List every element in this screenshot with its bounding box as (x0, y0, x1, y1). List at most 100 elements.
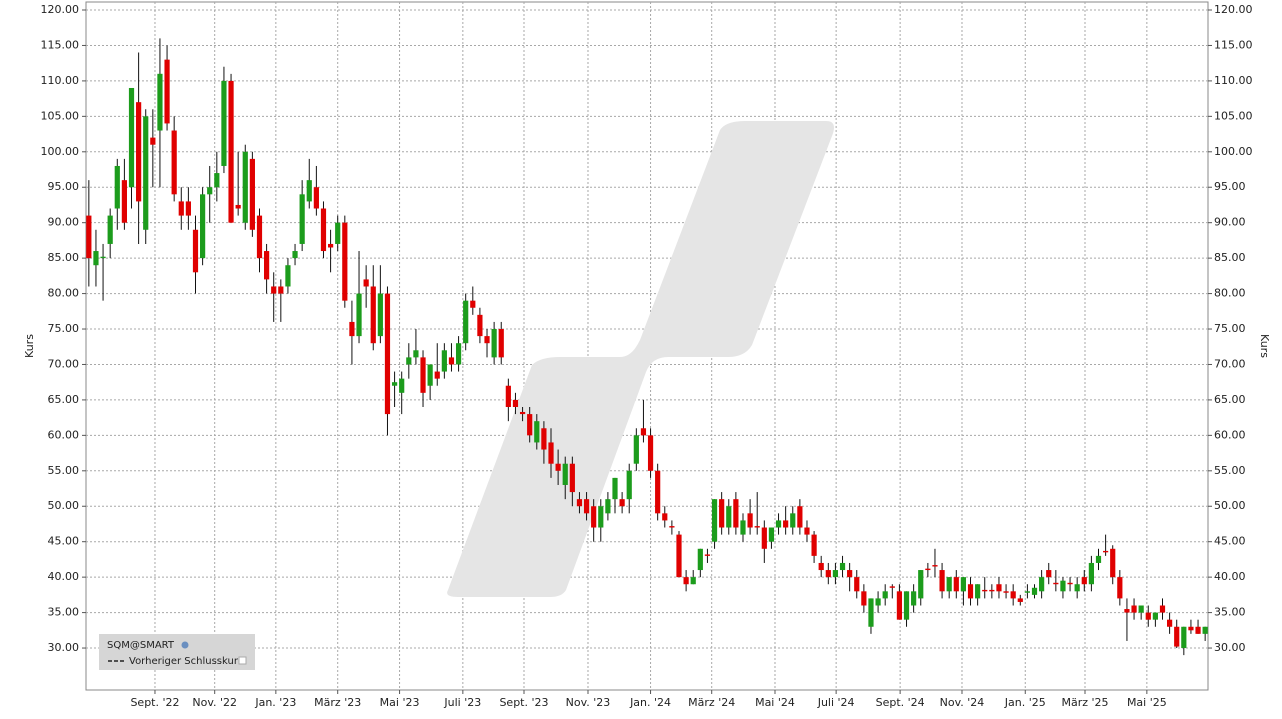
candle-body (1159, 605, 1166, 613)
candle-body (292, 251, 298, 259)
candle-body (861, 591, 867, 606)
y-tick-label: 65.00 (48, 393, 80, 406)
candle-body (747, 513, 753, 528)
candle-body (818, 562, 824, 571)
x-tick-label: Juli '24 (817, 696, 855, 709)
candle-body (1010, 591, 1016, 599)
candle-body (150, 137, 156, 145)
candle-body (761, 527, 767, 549)
candle-body (335, 222, 341, 244)
candle-body (192, 229, 199, 273)
candle-body (989, 589, 995, 592)
y2-tick-label: 65.00 (1214, 393, 1246, 406)
candle-body (1124, 609, 1130, 613)
candle-body (1046, 570, 1052, 578)
candle-body (626, 470, 632, 500)
candle-body (1081, 577, 1087, 585)
candle-body (491, 329, 497, 358)
candle-body (740, 520, 746, 535)
x-tick-label: Jan. '24 (629, 696, 671, 709)
x-tick-label: Sept. '22 (130, 696, 179, 709)
candle-body (676, 534, 682, 578)
candle-body (136, 102, 142, 202)
candle-body (363, 279, 369, 287)
candle-body (171, 130, 177, 195)
candle-body (896, 591, 903, 620)
candle-body (975, 584, 981, 599)
y-tick-label: 105.00 (41, 109, 80, 122)
candle-body (868, 598, 874, 627)
candle-body (384, 293, 391, 415)
legend-checkbox[interactable] (238, 656, 247, 665)
candle-body (235, 204, 241, 209)
candle-body (313, 187, 319, 209)
candle-body (953, 577, 959, 592)
y-tick-label: 95.00 (48, 180, 80, 193)
candle-body (1188, 626, 1194, 631)
candle-body (811, 534, 817, 556)
x-tick-label: Juli '23 (443, 696, 481, 709)
x-tick-label: Nov. '22 (192, 696, 237, 709)
candle-body (918, 570, 924, 599)
candle-body (683, 577, 689, 585)
candle-body (882, 591, 888, 599)
candle-body (128, 87, 135, 188)
candle-body (1174, 626, 1180, 647)
candle-body (911, 591, 917, 606)
candle-body (1074, 584, 1080, 592)
candle-body (576, 499, 583, 507)
candle-body (420, 357, 426, 393)
candle-body (463, 300, 469, 344)
candle-body (647, 435, 654, 471)
legend: SQM@SMART Vorheriger Schlusskurs (99, 634, 255, 670)
y-tick-label: 30.00 (48, 641, 80, 654)
candle-body (704, 554, 711, 556)
candle-body (562, 463, 568, 485)
candle-body (797, 506, 803, 528)
candle-body (697, 548, 703, 571)
candle-body (655, 470, 661, 514)
x-tick-label: Nov. '23 (566, 696, 611, 709)
candle-body (434, 371, 440, 379)
candle-body (854, 577, 860, 592)
candle-body (1138, 605, 1144, 613)
candle-body (591, 506, 597, 528)
candle-body (541, 428, 547, 450)
candle-body (583, 499, 590, 514)
candle-body (967, 584, 974, 599)
candle-body (477, 314, 483, 337)
candle-body (377, 293, 383, 337)
candle-body (114, 165, 120, 209)
y2-tick-label: 115.00 (1214, 38, 1253, 51)
candle-body (93, 251, 99, 266)
y2-tick-label: 85.00 (1214, 251, 1246, 264)
legend-label: SQM@SMART (107, 640, 175, 651)
candle-body (939, 570, 945, 592)
y-tick-label: 120.00 (41, 3, 80, 16)
candle-body (285, 265, 291, 287)
x-tick-label: März '24 (688, 696, 735, 709)
candle-body (1024, 591, 1030, 593)
x-tick-label: März '25 (1061, 696, 1108, 709)
y2-tick-label: 105.00 (1214, 109, 1253, 122)
candle-body (164, 59, 170, 124)
candles (86, 38, 1208, 656)
candle-body (249, 158, 255, 230)
candle-body (1145, 612, 1151, 620)
candle-body (1053, 582, 1059, 585)
candle-body (1167, 619, 1173, 627)
candle-body (633, 435, 639, 464)
y2-tick-label: 30.00 (1214, 641, 1246, 654)
candle-body (839, 562, 846, 571)
candle-body (86, 215, 92, 259)
candle-body (1088, 562, 1094, 585)
candle-body (228, 80, 234, 223)
y2-tick-label: 45.00 (1214, 535, 1246, 548)
candle-body (1003, 591, 1009, 593)
candle-body (327, 243, 334, 248)
candle-body (399, 378, 405, 393)
candle-body (512, 399, 519, 408)
y2-tick-label: 75.00 (1214, 322, 1246, 335)
candle-body (455, 343, 462, 365)
x-tick-label: Mai '24 (755, 696, 795, 709)
